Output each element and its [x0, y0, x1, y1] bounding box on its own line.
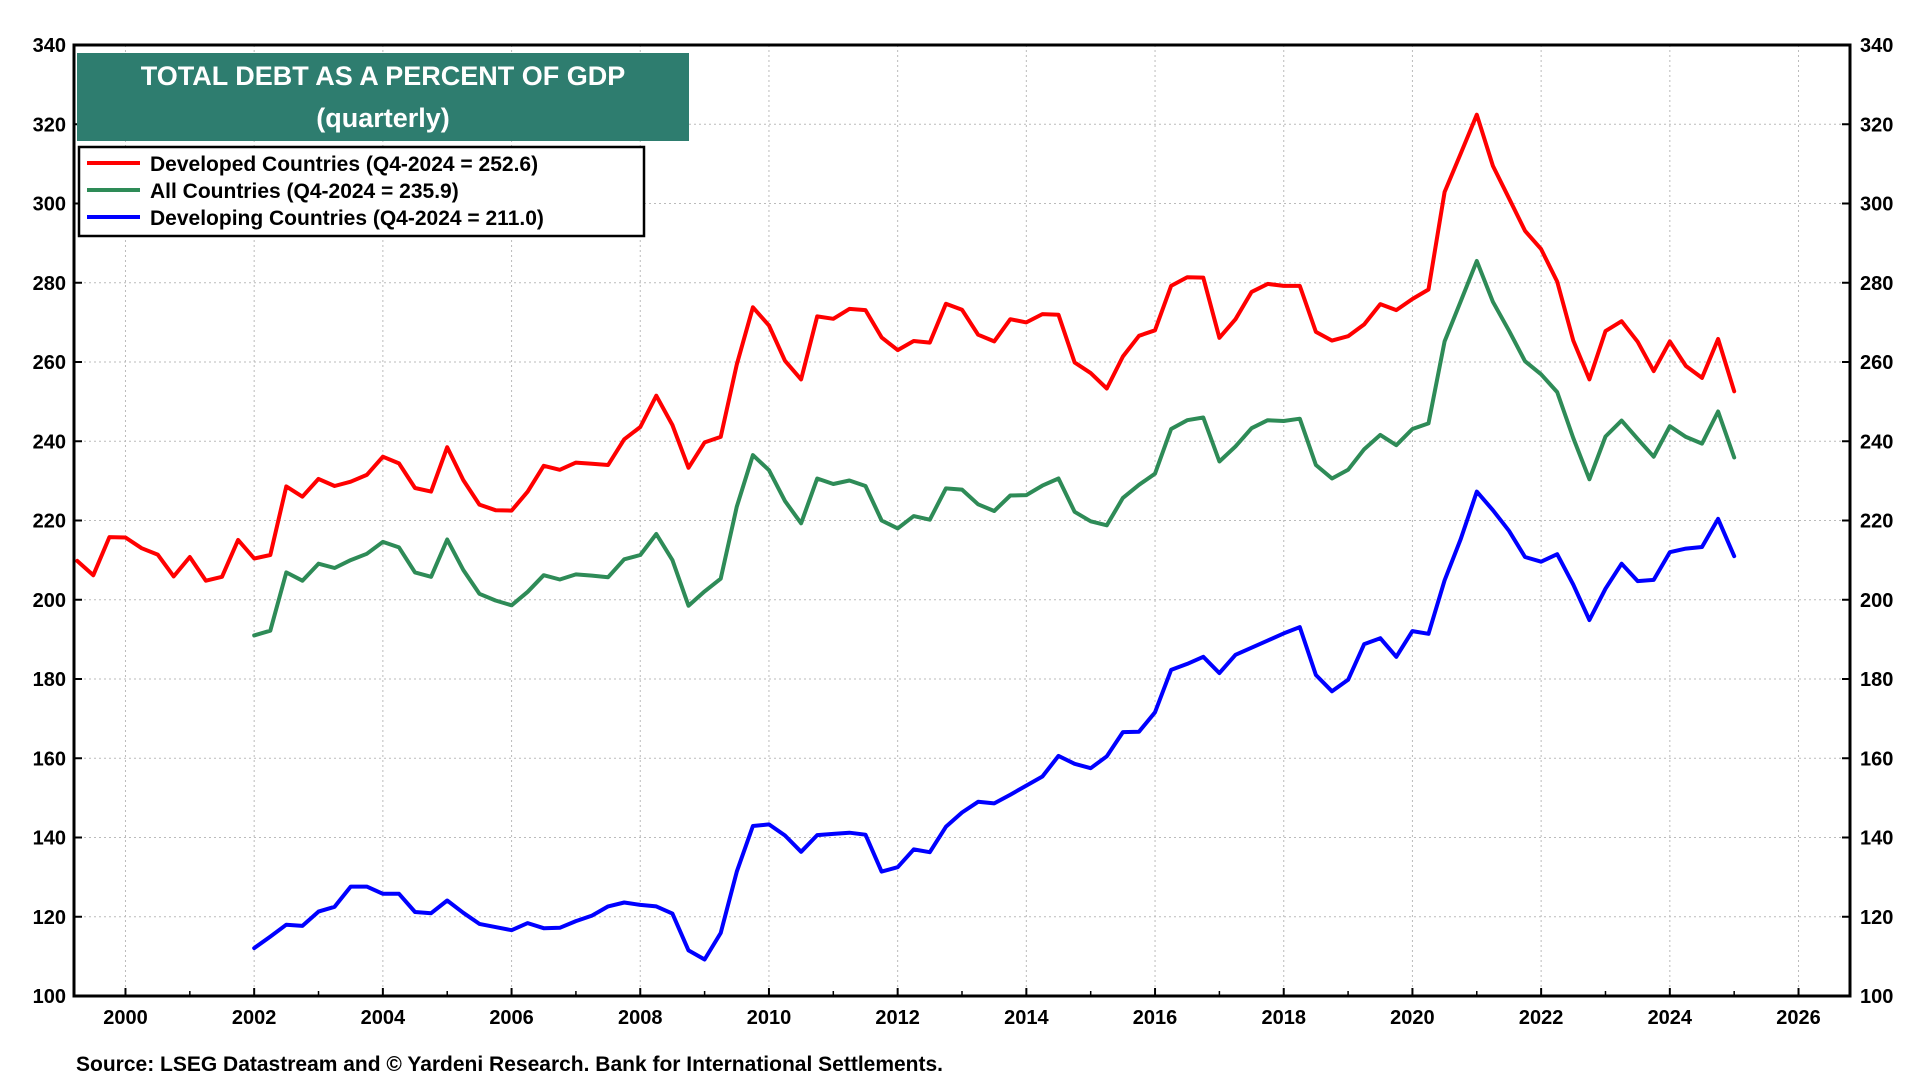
y-tick-label-right: 260 [1860, 352, 1893, 374]
title-box: TOTAL DEBT AS A PERCENT OF GDP (quarterl… [77, 53, 689, 141]
x-axis-ticks: 2000 2002 2004 2006 2008 2010 2012 2014 2016 2018… [103, 988, 1821, 1029]
series-line-all [252, 259, 1737, 638]
y-tick-label-right: 140 [1860, 828, 1893, 850]
y-tick-label-right: 320 [1860, 114, 1893, 136]
y-tick-label-right: 220 [1860, 511, 1893, 533]
y-tick-label-right: 340 [1860, 35, 1893, 57]
series-line-developing [252, 489, 1737, 962]
x-tick-label: 2014 [1004, 1007, 1049, 1029]
x-tick-label: 2026 [1776, 1007, 1821, 1029]
x-tick-label: 2024 [1648, 1007, 1693, 1029]
grid [74, 45, 1850, 996]
x-tick-label: 2020 [1390, 1007, 1435, 1029]
y-tick-label-left: 160 [33, 748, 66, 770]
y-tick-label-left: 240 [33, 431, 66, 453]
legend-label-all: All Countries (Q4-2024 = 235.9) [150, 180, 459, 203]
y-tick-label-left: 220 [33, 511, 66, 533]
chart-subtitle: (quarterly) [316, 103, 450, 133]
legend: Developed Countries (Q4-2024 = 252.6) Al… [77, 145, 646, 238]
x-tick-label: 2012 [875, 1007, 920, 1029]
y-tick-label-left: 140 [33, 828, 66, 850]
y-tick-label-right: 120 [1860, 907, 1893, 929]
y-tick-label-right: 100 [1860, 986, 1893, 1008]
x-tick-label: 2022 [1519, 1007, 1564, 1029]
y-tick-label-right: 300 [1860, 194, 1893, 216]
y-tick-label-right: 160 [1860, 748, 1893, 770]
series-lines [75, 112, 1737, 962]
y-tick-label-right: 200 [1860, 590, 1893, 612]
y-tick-label-left: 200 [33, 590, 66, 612]
x-tick-label: 2002 [232, 1007, 277, 1029]
source-note: Source: LSEG Datastream and © Yardeni Re… [76, 1053, 943, 1076]
chart-title: TOTAL DEBT AS A PERCENT OF GDP [141, 61, 626, 91]
legend-label-developing: Developing Countries (Q4-2024 = 211.0) [150, 207, 544, 230]
y-tick-label-left: 180 [33, 669, 66, 691]
y-tick-label-right: 280 [1860, 273, 1893, 295]
legend-box [77, 145, 646, 238]
series-line-developed [75, 112, 1737, 583]
y-tick-label-left: 120 [33, 907, 66, 929]
x-tick-label: 2018 [1261, 1007, 1306, 1029]
y-tick-label-left: 320 [33, 114, 66, 136]
x-tick-label: 2000 [103, 1007, 148, 1029]
y-axis-left-ticks: 100 120 140 160 180 200 220 240 260 280 300 320 340 [33, 35, 82, 1008]
x-tick-label: 2016 [1133, 1007, 1178, 1029]
y-tick-label-left: 340 [33, 35, 66, 57]
x-tick-label: 2006 [489, 1007, 534, 1029]
y-tick-label-right: 240 [1860, 431, 1893, 453]
y-tick-label-right: 180 [1860, 669, 1893, 691]
y-tick-label-left: 260 [33, 352, 66, 374]
x-tick-label: 2008 [618, 1007, 663, 1029]
y-axis-right-ticks: 100 120 140 160 180 200 220 240 260 280 300 320 340 [1842, 35, 1893, 1008]
legend-label-developed: Developed Countries (Q4-2024 = 252.6) [150, 153, 538, 176]
y-tick-label-left: 280 [33, 273, 66, 295]
y-tick-label-left: 300 [33, 194, 66, 216]
x-tick-label: 2010 [747, 1007, 792, 1029]
title-background [77, 53, 689, 141]
x-tick-label: 2004 [361, 1007, 406, 1029]
y-tick-label-left: 100 [33, 986, 66, 1008]
